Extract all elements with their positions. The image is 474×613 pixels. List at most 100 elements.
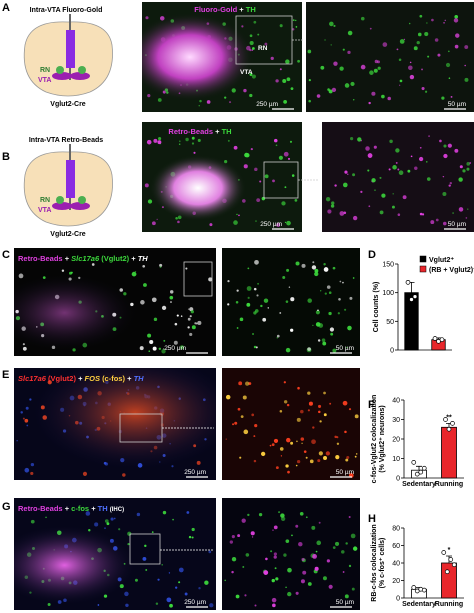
brain-diagram	[23, 144, 113, 227]
panel-title: Intra-VTA Fluoro-Gold	[30, 7, 103, 14]
cell	[348, 564, 352, 568]
data-point	[421, 587, 427, 593]
scale-label: 50 µm	[336, 345, 354, 352]
cell	[309, 459, 314, 464]
cell	[344, 430, 347, 434]
cell	[447, 143, 452, 148]
cell	[342, 182, 348, 188]
cell	[290, 328, 294, 332]
cell	[328, 89, 333, 94]
cell	[427, 55, 430, 58]
data-point	[418, 469, 424, 475]
cell	[397, 168, 400, 171]
cell	[300, 579, 305, 584]
cell	[320, 290, 322, 292]
cell	[399, 84, 401, 86]
cell	[430, 220, 435, 225]
panel-letter: C	[2, 249, 10, 261]
cell	[280, 516, 286, 521]
cell	[272, 529, 274, 531]
cell	[239, 456, 242, 459]
panel-letter: A	[2, 2, 10, 14]
cell	[402, 195, 407, 200]
cell	[330, 44, 332, 46]
cell	[458, 207, 464, 212]
cell	[245, 381, 250, 386]
cell	[389, 139, 393, 144]
cell	[417, 32, 422, 37]
cell	[333, 61, 338, 66]
cell	[251, 413, 255, 417]
data-point	[411, 460, 417, 465]
cell	[434, 38, 439, 42]
cell	[469, 162, 472, 164]
cell	[256, 294, 259, 297]
cell	[357, 137, 362, 142]
cell	[369, 70, 374, 75]
stain: Retro-Beads	[18, 254, 63, 263]
cell	[316, 540, 322, 546]
cell	[307, 49, 312, 54]
stain: (IHC)	[110, 507, 124, 513]
legend-swatch	[419, 255, 427, 263]
cell	[464, 64, 466, 67]
cell	[322, 576, 327, 581]
cell	[403, 38, 406, 41]
cell	[467, 208, 469, 210]
data-point	[414, 471, 420, 477]
cell	[346, 455, 350, 460]
mouse-line: Vglut2-Cre	[50, 231, 86, 238]
cell	[329, 402, 332, 405]
cell	[426, 22, 428, 24]
cell	[312, 426, 315, 429]
stain: Slc17a6	[18, 374, 47, 383]
x-tick-label: Running	[435, 481, 463, 488]
cell	[379, 176, 382, 179]
cell	[443, 22, 445, 24]
cell	[323, 391, 326, 395]
micrograph-signal	[142, 122, 302, 232]
cell	[302, 570, 307, 575]
scale-label: 250 µm	[164, 345, 186, 352]
cell	[235, 594, 240, 599]
cell	[332, 546, 336, 549]
cell	[332, 348, 337, 353]
cell	[225, 438, 227, 440]
cell	[242, 566, 245, 568]
data-point	[439, 337, 445, 343]
stain: +	[215, 127, 220, 136]
cell	[442, 221, 447, 226]
cell	[269, 444, 272, 447]
cell	[273, 552, 277, 556]
data-point	[409, 297, 414, 302]
cell	[351, 587, 355, 591]
cell	[331, 87, 337, 93]
data-point	[450, 421, 455, 426]
stain: TH	[98, 504, 108, 513]
cell	[241, 518, 246, 523]
y-tick-label: 50	[386, 319, 394, 326]
cell	[354, 455, 357, 458]
data-point	[421, 465, 427, 471]
cell	[373, 145, 377, 149]
y-axis-title: Cell counts (%)	[373, 282, 380, 333]
cell	[307, 391, 311, 395]
data-point	[446, 426, 452, 432]
cell	[295, 261, 300, 266]
cell	[360, 64, 366, 70]
cell	[312, 324, 314, 327]
speckles	[224, 511, 358, 608]
stain: Retro-Beads	[168, 127, 213, 136]
cell	[399, 39, 405, 44]
cell	[334, 435, 337, 439]
cell	[301, 557, 305, 562]
cell	[227, 303, 230, 306]
micrograph-signal	[142, 2, 302, 112]
cell	[311, 265, 317, 270]
cell	[285, 539, 290, 543]
cell	[355, 453, 358, 455]
cell	[329, 21, 334, 27]
cell	[454, 148, 459, 153]
bar	[441, 426, 457, 479]
cell	[445, 62, 451, 68]
